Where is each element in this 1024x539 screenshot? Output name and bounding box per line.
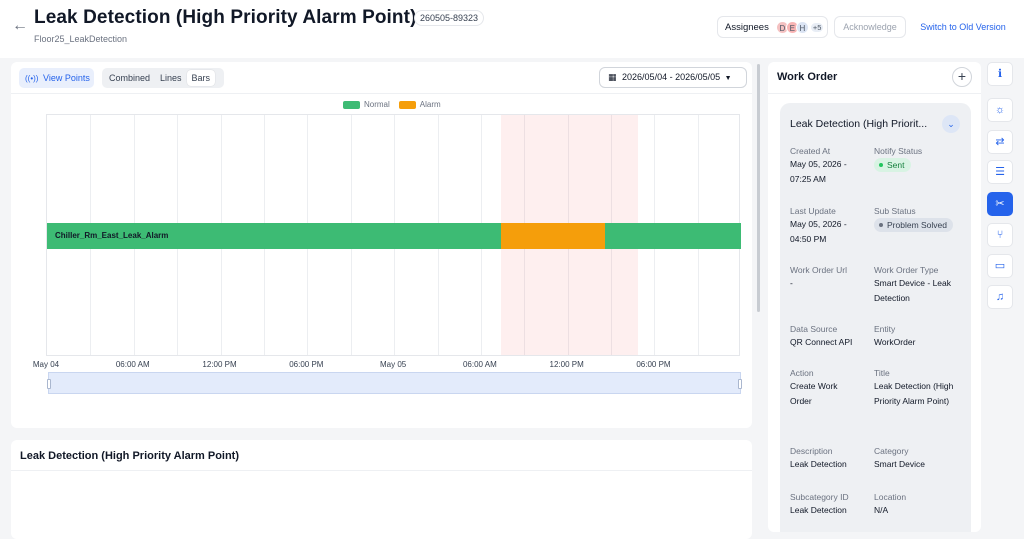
field-label: Action bbox=[790, 368, 814, 378]
sub-status: Problem Solved bbox=[874, 218, 962, 233]
x-tick-label: 06:00 PM bbox=[289, 360, 324, 369]
x-tick-label: 12:00 PM bbox=[202, 360, 237, 369]
field-label: Category bbox=[874, 446, 909, 456]
assignees-button[interactable]: Assignees D E H +5 bbox=[717, 16, 828, 38]
field-label: Created At bbox=[790, 146, 831, 156]
avatar: H bbox=[795, 20, 809, 34]
detail-card-title: Leak Detection (High Priority Alarm Poin… bbox=[20, 450, 240, 462]
time-range-slider[interactable] bbox=[47, 372, 742, 394]
status-badge: Problem Solved bbox=[874, 218, 954, 232]
calendar-icon: ▦ bbox=[608, 72, 617, 82]
field-label: Description bbox=[790, 446, 833, 456]
view-points-label: View Points bbox=[42, 73, 90, 83]
bar-segment-normal[interactable] bbox=[47, 223, 502, 249]
field-label: Location bbox=[874, 492, 907, 502]
slider-handle-right[interactable] bbox=[738, 379, 742, 389]
wrench-icon[interactable]: ✂ bbox=[987, 192, 1013, 216]
chevron-down-icon: ▼ bbox=[724, 75, 732, 82]
work-order-panel: Work Order + Leak Detection (High Priori… bbox=[768, 62, 981, 532]
field-value: May 05, 2026 - 07:25 AM bbox=[790, 159, 847, 184]
git-branch-icon[interactable]: ⑂ bbox=[987, 223, 1013, 247]
page-title: Leak Detection (High Priority Alarm Poin… bbox=[34, 7, 417, 28]
broadcast-icon: ((•)) bbox=[25, 74, 39, 83]
x-tick-label: 06:00 AM bbox=[115, 360, 150, 369]
legend-swatch bbox=[398, 100, 416, 109]
lightbulb-icon[interactable]: ☼ bbox=[987, 98, 1013, 122]
sliders-icon[interactable]: ⇄ bbox=[987, 130, 1013, 154]
bar-segment-alarm[interactable] bbox=[501, 223, 606, 249]
x-tick-label: 06:00 AM bbox=[462, 360, 497, 369]
legend-label: Normal bbox=[364, 100, 390, 109]
database-icon[interactable]: ☰ bbox=[987, 160, 1013, 184]
legend-item-alarm[interactable]: Alarm bbox=[398, 100, 441, 109]
add-work-order-button[interactable]: + bbox=[952, 67, 972, 87]
panel-resize-handle[interactable] bbox=[757, 64, 760, 312]
field-value: Leak Detection (High Priority Alarm Poin… bbox=[874, 381, 954, 406]
field-value: N/A bbox=[874, 505, 889, 515]
field-label: Work Order Url bbox=[790, 265, 847, 275]
chart-card: ((•)) View Points Combined Lines Bars ▦ … bbox=[11, 62, 752, 428]
legend-swatch bbox=[343, 100, 360, 109]
field-value: Leak Detection bbox=[790, 505, 847, 515]
legend-label: Alarm bbox=[419, 100, 441, 109]
field-label: Title bbox=[874, 368, 890, 378]
avatar-more-count: +5 bbox=[810, 22, 824, 32]
mode-bars[interactable]: Bars bbox=[186, 70, 216, 86]
series-label: Chiller_Rm_East_Leak_Alarm bbox=[55, 231, 169, 240]
divider bbox=[768, 93, 981, 94]
field-value: Smart Device - Leak Detection bbox=[874, 278, 951, 303]
notify-status: Sent bbox=[874, 158, 962, 173]
field-label: Data Source bbox=[790, 324, 838, 334]
field-value: May 05, 2026 - 04:50 PM bbox=[790, 219, 847, 244]
field-label: Sub Status bbox=[874, 206, 916, 216]
work-order-heading: Work Order bbox=[777, 71, 838, 83]
mode-combined[interactable]: Combined bbox=[109, 73, 151, 83]
chart-mode-toggle: Combined Lines Bars bbox=[102, 68, 224, 88]
x-tick-label: May 04 bbox=[32, 360, 60, 369]
field-value: Smart Device bbox=[874, 459, 926, 469]
chevron-down-icon[interactable]: ⌄ bbox=[942, 115, 960, 133]
x-tick-label: May 05 bbox=[379, 360, 407, 369]
info-icon[interactable]: ℹ bbox=[987, 62, 1013, 86]
work-order-card-title: Leak Detection (High Priorit... bbox=[790, 118, 928, 130]
field-value: Leak Detection bbox=[790, 459, 847, 469]
chart-legend: Normal Alarm bbox=[343, 100, 450, 109]
view-points-button[interactable]: ((•)) View Points bbox=[19, 68, 94, 88]
chart-plot-area: Chiller_Rm_East_Leak_Alarm bbox=[46, 114, 741, 356]
id-badge: 260505-89323 bbox=[414, 10, 485, 26]
detail-card: Leak Detection (High Priority Alarm Poin… bbox=[11, 440, 752, 539]
alarm-bell-icon[interactable]: ♫ bbox=[987, 285, 1013, 309]
comment-icon[interactable]: ▭ bbox=[987, 254, 1013, 278]
date-range-value: 2026/05/04 - 2026/05/05 bbox=[622, 72, 721, 82]
status-badge: Sent bbox=[874, 158, 911, 172]
field-label: Entity bbox=[874, 324, 896, 334]
work-order-card: Leak Detection (High Priorit... ⌄ Create… bbox=[780, 103, 971, 532]
page-subtitle: Floor25_LeakDetection bbox=[34, 34, 128, 44]
field-value: QR Connect API bbox=[790, 337, 853, 347]
bar-segment-normal[interactable] bbox=[605, 223, 741, 249]
field-label: Notify Status bbox=[874, 146, 923, 156]
date-range-select[interactable]: ▦ 2026/05/04 - 2026/05/05 ▼ bbox=[599, 67, 747, 88]
field-value: Create Work Order bbox=[790, 381, 838, 406]
field-label: Work Order Type bbox=[874, 265, 939, 275]
mode-lines[interactable]: Lines bbox=[160, 73, 182, 83]
divider bbox=[11, 93, 752, 94]
field-label: Last Update bbox=[790, 206, 836, 216]
field-label: Subcategory ID bbox=[790, 492, 849, 502]
back-arrow-icon[interactable]: ← bbox=[12, 17, 28, 34]
slider-handle-left[interactable] bbox=[47, 379, 51, 389]
x-tick-label: 12:00 PM bbox=[549, 360, 584, 369]
assignees-label: Assignees bbox=[725, 21, 769, 33]
avatar-group: D E H +5 bbox=[775, 20, 824, 34]
field-value: - bbox=[790, 278, 793, 288]
legend-item-normal[interactable]: Normal bbox=[343, 100, 390, 109]
acknowledge-button[interactable]: Acknowledge bbox=[834, 16, 906, 38]
switch-old-version-button[interactable]: Switch to Old Version bbox=[920, 22, 1006, 32]
page-header: ← Leak Detection (High Priority Alarm Po… bbox=[0, 0, 1024, 58]
x-tick-label: 06:00 PM bbox=[636, 360, 671, 369]
divider bbox=[11, 470, 752, 471]
field-value: WorkOrder bbox=[874, 337, 916, 347]
